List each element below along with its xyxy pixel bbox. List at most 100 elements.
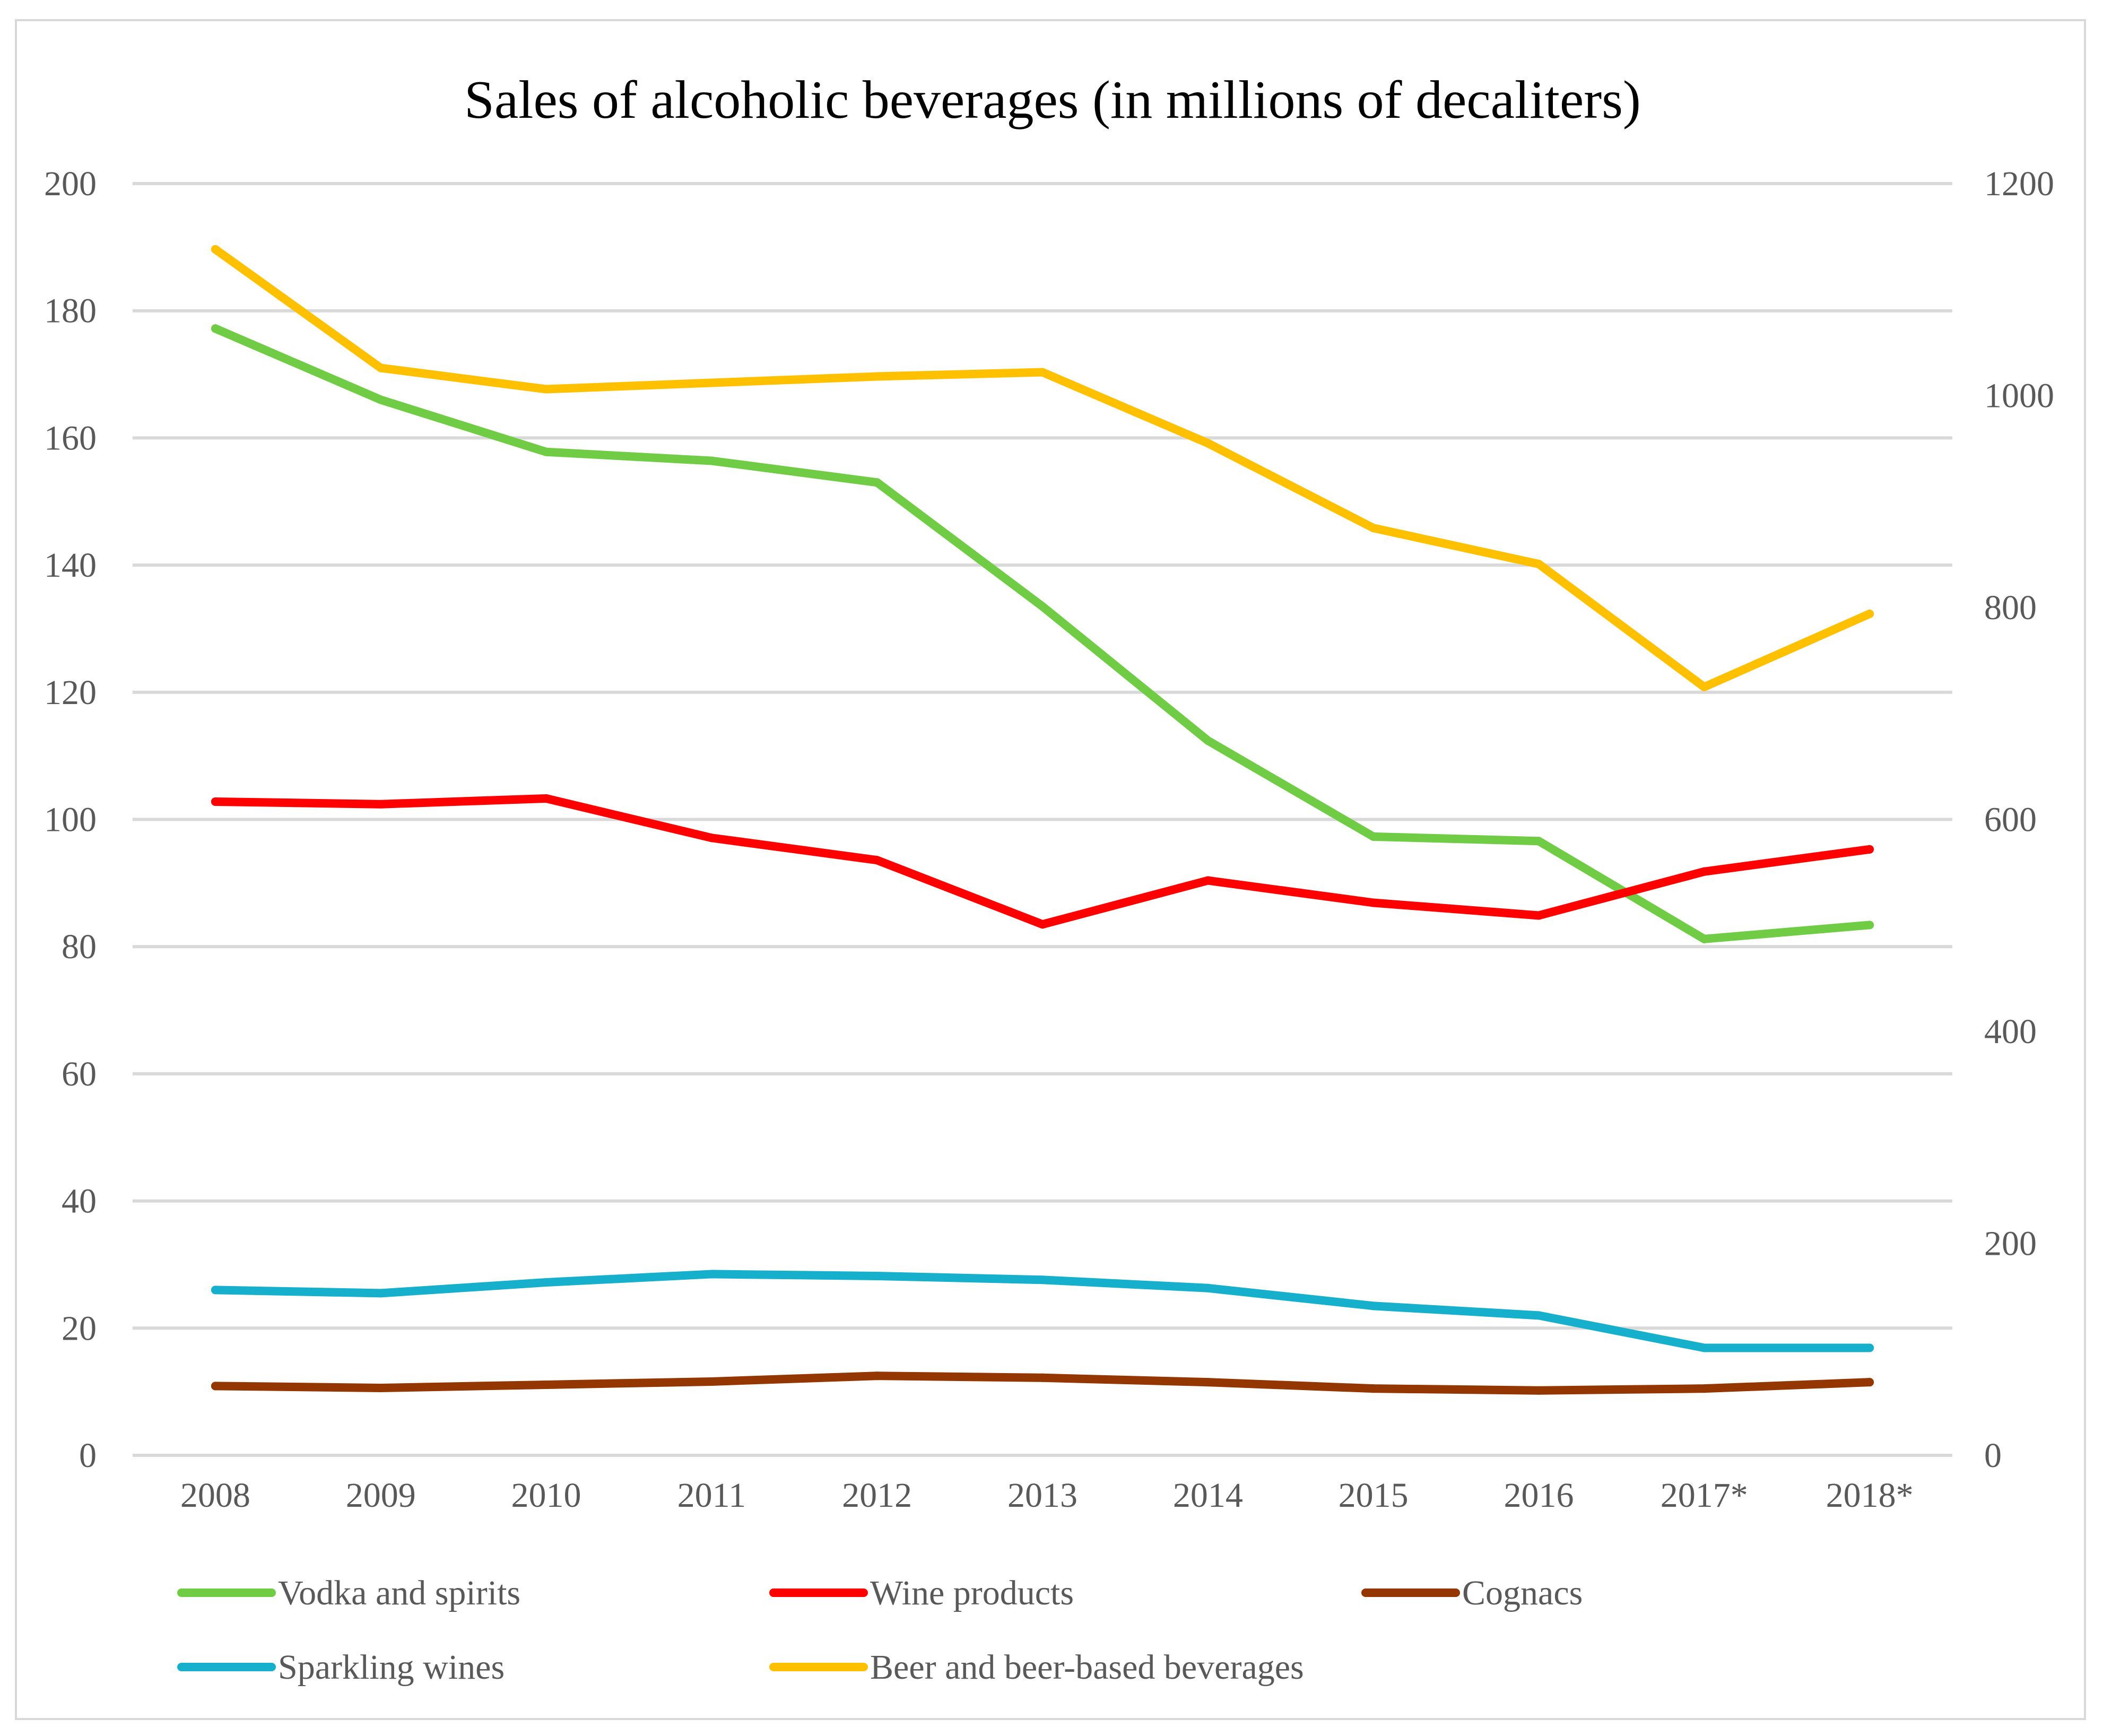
point-cognacs-2013 <box>1038 1373 1047 1382</box>
gridlines <box>133 182 1952 1457</box>
point-sparkling-wines-2011 <box>707 1270 716 1279</box>
chart-frame: Sales of alcoholic beverages (in million… <box>15 19 2086 1720</box>
point-wine-products-2010 <box>542 794 551 803</box>
point-beer-and-beer-based-beverages-2015 <box>1369 524 1378 533</box>
point-vodka-and-spirits-2010 <box>542 447 551 456</box>
legend-label-cognacs: Cognacs <box>1462 1574 1583 1612</box>
point-wine-products-2017star <box>1700 867 1709 876</box>
legend-label-sparkling-wines: Sparkling wines <box>278 1648 505 1687</box>
series-line-beer-and-beer-based-beverages <box>211 245 1874 691</box>
point-vodka-and-spirits-2011 <box>707 456 716 465</box>
right-tick-1200: 1200 <box>1984 164 2054 203</box>
legend-item-wine-products: Wine products <box>769 1574 1074 1612</box>
point-vodka-and-spirits-2009 <box>376 395 385 404</box>
right-tick-1000: 1000 <box>1984 377 2054 415</box>
point-wine-products-2014 <box>1203 876 1212 885</box>
right-tick-600: 600 <box>1984 801 2037 839</box>
point-sparkling-wines-2013 <box>1038 1275 1047 1284</box>
point-cognacs-2011 <box>707 1377 716 1386</box>
point-cognacs-2012 <box>873 1372 882 1381</box>
right-tick-400: 400 <box>1984 1012 2037 1051</box>
legend-item-sparkling-wines: Sparkling wines <box>177 1648 505 1687</box>
series-line-wine-products <box>211 794 1874 929</box>
series-wine-products <box>211 794 1874 929</box>
legend-item-vodka-and-spirits: Vodka and spirits <box>177 1574 520 1612</box>
left-tick-60: 60 <box>62 1055 97 1093</box>
right-tick-0: 0 <box>1984 1436 2002 1475</box>
point-cognacs-2008 <box>211 1382 220 1391</box>
point-beer-and-beer-based-beverages-2014 <box>1203 439 1212 448</box>
x-tick-2009: 2009 <box>346 1476 416 1515</box>
left-tick-180: 180 <box>44 292 97 331</box>
point-vodka-and-spirits-2015 <box>1369 832 1378 841</box>
series-vodka-and-spirits <box>211 324 1874 943</box>
legend-label-wine-products: Wine products <box>870 1574 1074 1612</box>
x-tick-2010: 2010 <box>511 1476 581 1515</box>
series-line-vodka-and-spirits <box>211 324 1874 943</box>
point-cognacs-2016 <box>1534 1386 1543 1395</box>
point-beer-and-beer-based-beverages-2018star <box>1865 609 1874 618</box>
point-sparkling-wines-2012 <box>873 1272 882 1281</box>
right-tick-200: 200 <box>1984 1225 2037 1263</box>
point-beer-and-beer-based-beverages-2009 <box>376 363 385 372</box>
point-sparkling-wines-2010 <box>542 1278 551 1287</box>
point-sparkling-wines-2016 <box>1534 1311 1543 1320</box>
x-tick-2011: 2011 <box>677 1476 746 1515</box>
legend-item-cognacs: Cognacs <box>1361 1574 1583 1612</box>
point-beer-and-beer-based-beverages-2010 <box>542 385 551 394</box>
x-tick-2012: 2012 <box>842 1476 912 1515</box>
legend-label-beer-and-beer-based-beverages: Beer and beer-based beverages <box>870 1648 1304 1687</box>
point-vodka-and-spirits-2018star <box>1865 921 1874 930</box>
point-vodka-and-spirits-2013 <box>1038 602 1047 611</box>
x-tick-2017star: 2017* <box>1661 1476 1748 1515</box>
point-wine-products-2013 <box>1038 920 1047 929</box>
x-tick-2008: 2008 <box>180 1476 250 1515</box>
point-beer-and-beer-based-beverages-2012 <box>873 372 882 381</box>
point-sparkling-wines-2009 <box>376 1289 385 1298</box>
legend-label-vodka-and-spirits: Vodka and spirits <box>278 1574 520 1612</box>
point-vodka-and-spirits-2012 <box>873 478 882 487</box>
chart-title: Sales of alcoholic beverages (in million… <box>464 70 1641 130</box>
left-tick-80: 80 <box>62 927 97 966</box>
point-cognacs-2017star <box>1700 1384 1709 1393</box>
point-vodka-and-spirits-2017star <box>1700 934 1709 943</box>
x-tick-2013: 2013 <box>1007 1476 1077 1515</box>
left-tick-120: 120 <box>44 673 97 712</box>
left-tick-0: 0 <box>79 1436 97 1475</box>
point-wine-products-2009 <box>376 800 385 809</box>
right-tick-800: 800 <box>1984 588 2037 627</box>
point-cognacs-2009 <box>376 1383 385 1392</box>
point-sparkling-wines-2017star <box>1700 1343 1709 1352</box>
point-cognacs-2010 <box>542 1380 551 1389</box>
point-beer-and-beer-based-beverages-2017star <box>1700 682 1709 691</box>
left-tick-20: 20 <box>62 1309 97 1348</box>
point-cognacs-2018star <box>1865 1378 1874 1387</box>
line-chart: Sales of alcoholic beverages (in million… <box>44 70 2054 1687</box>
point-beer-and-beer-based-beverages-2008 <box>211 245 220 254</box>
point-sparkling-wines-2008 <box>211 1286 220 1295</box>
series-sparkling-wines <box>211 1270 1874 1352</box>
point-beer-and-beer-based-beverages-2011 <box>707 378 716 387</box>
left-tick-200: 200 <box>44 164 97 203</box>
point-sparkling-wines-2018star <box>1865 1343 1874 1352</box>
left-tick-100: 100 <box>44 801 97 839</box>
point-sparkling-wines-2014 <box>1203 1283 1212 1292</box>
legend-item-beer-and-beer-based-beverages: Beer and beer-based beverages <box>769 1648 1304 1687</box>
point-vodka-and-spirits-2014 <box>1203 736 1212 745</box>
x-tick-2018star: 2018* <box>1826 1476 1914 1515</box>
left-axis-ticks: 0 20 40 60 80 100 120 140 160 180 200 <box>44 164 97 1475</box>
point-cognacs-2014 <box>1203 1378 1212 1387</box>
left-tick-140: 140 <box>44 546 97 585</box>
point-wine-products-2016 <box>1534 911 1543 920</box>
left-tick-40: 40 <box>62 1182 97 1221</box>
point-cognacs-2015 <box>1369 1384 1378 1393</box>
x-tick-2016: 2016 <box>1504 1476 1574 1515</box>
right-axis-ticks: 0 200 400 600 800 1000 1200 <box>1984 164 2054 1475</box>
x-tick-2014: 2014 <box>1173 1476 1243 1515</box>
point-sparkling-wines-2015 <box>1369 1301 1378 1310</box>
point-wine-products-2011 <box>707 834 716 843</box>
point-wine-products-2018star <box>1865 845 1874 854</box>
point-wine-products-2015 <box>1369 898 1378 907</box>
series-lines <box>211 245 1874 1395</box>
point-wine-products-2008 <box>211 797 220 806</box>
